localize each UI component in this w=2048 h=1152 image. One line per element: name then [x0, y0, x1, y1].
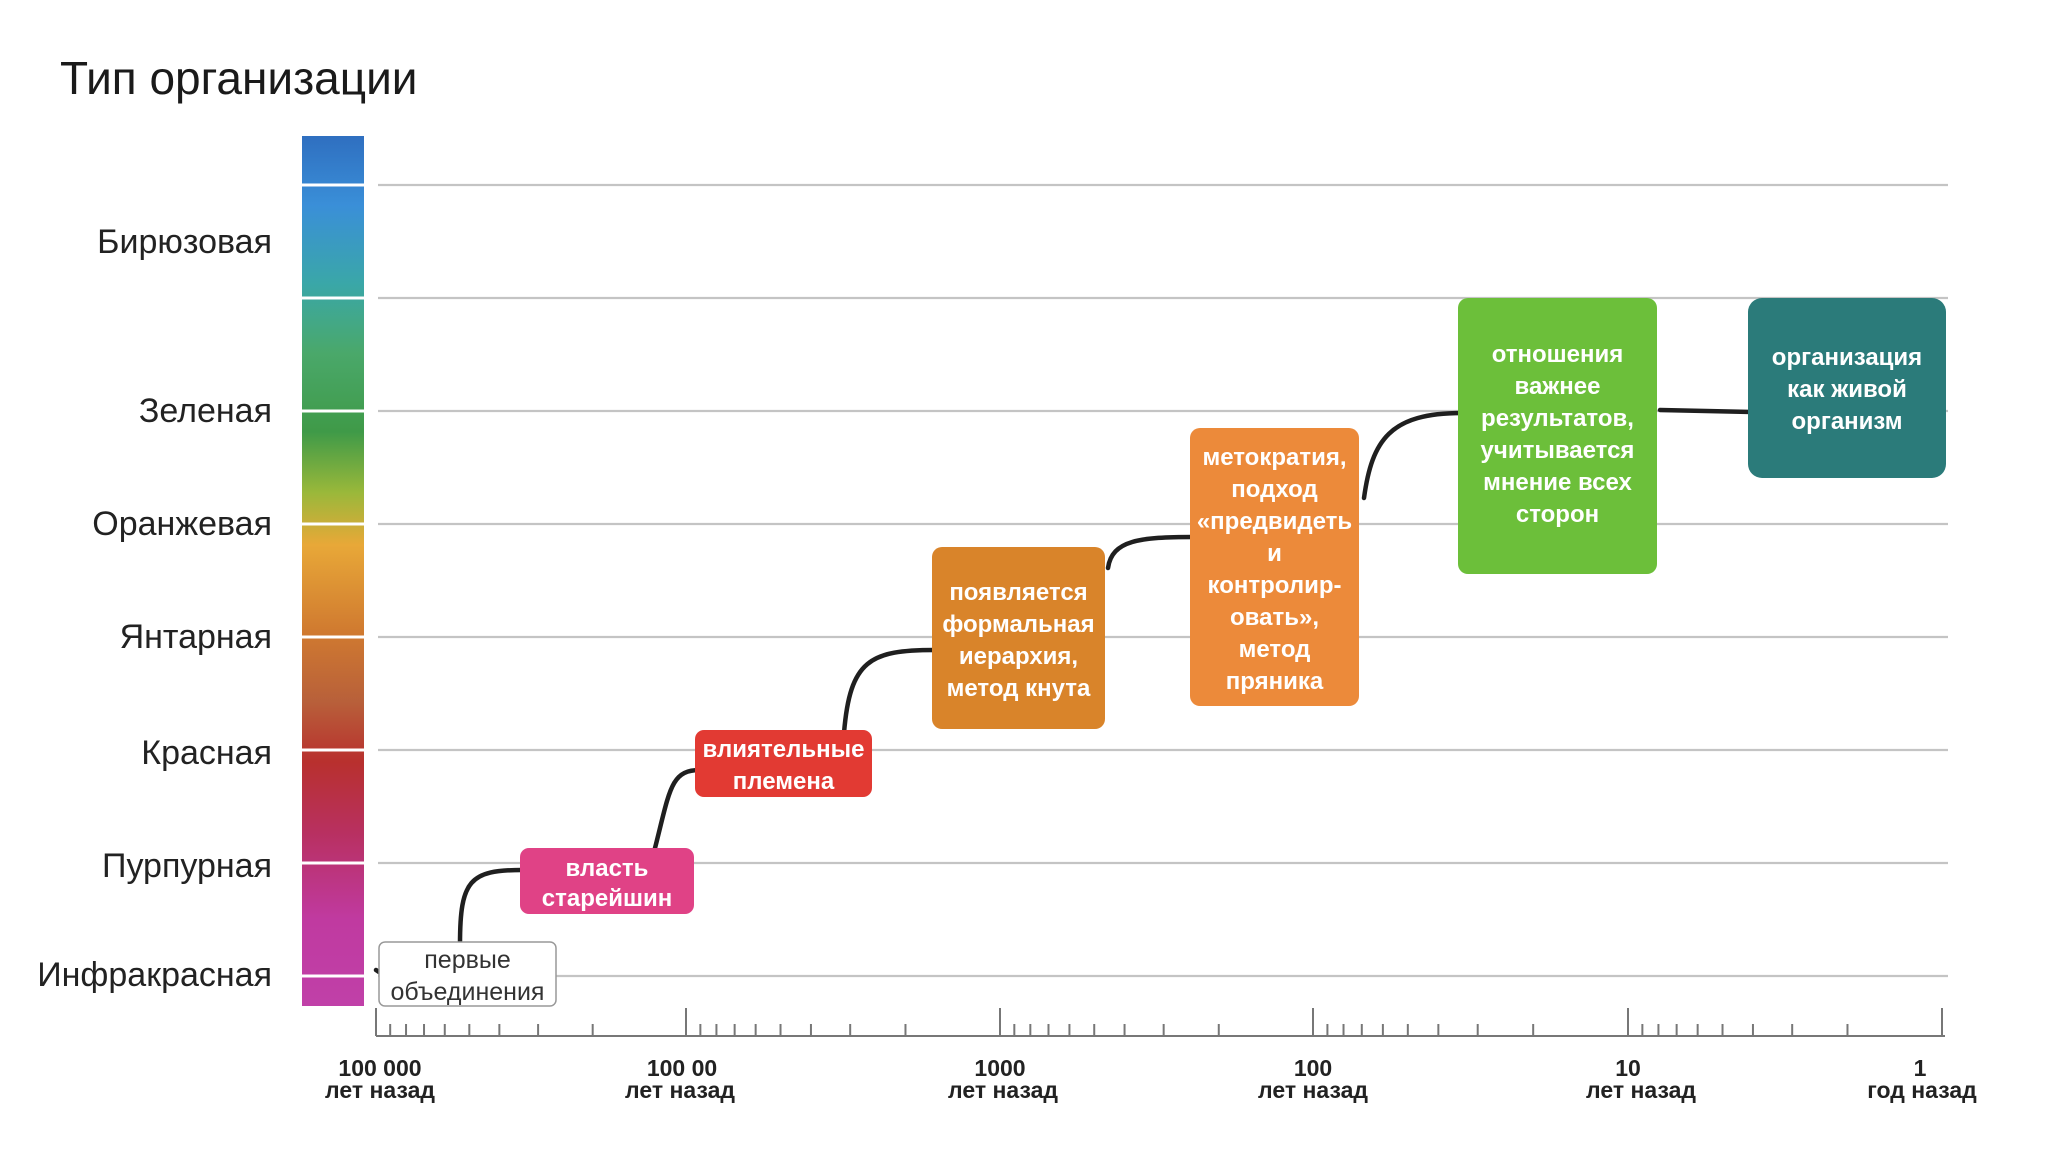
stage-text-line: как живой	[1787, 376, 1907, 403]
stage-text-line: организация	[1772, 344, 1922, 371]
level-gridlines	[378, 183, 1948, 978]
color-spectrum-bar	[302, 136, 364, 1006]
stage-box-first-unions: первые объединения	[378, 941, 557, 1007]
stage-text-line: влиятельные	[703, 736, 865, 763]
stage-text-line: метод кнута	[947, 675, 1091, 702]
stage-text-line: важнее	[1515, 373, 1601, 400]
stage-text-line: власть	[566, 855, 649, 882]
stage-text-line: племена	[733, 768, 835, 795]
time-axis: 100 000 лет назад 100 00 лет назад 1000 …	[325, 1008, 1977, 1103]
time-label-unit: лет назад	[625, 1077, 735, 1103]
stage-text-line: пряника	[1226, 668, 1324, 695]
chart-title: Тип организации	[60, 52, 418, 104]
stage-text-line: мнение всех	[1483, 469, 1632, 496]
stage-text-line: контролир-	[1208, 572, 1342, 599]
stage-text-line: подход	[1231, 476, 1317, 503]
stage-boxes: первые объединения власть старейшин влия…	[378, 298, 1946, 1007]
level-label-turquoise: Бирюзовая	[97, 223, 272, 261]
time-label-value: 100	[1294, 1055, 1332, 1081]
time-label-unit: лет назад	[325, 1077, 435, 1103]
time-label-value: 100 00	[647, 1055, 717, 1081]
stage-text-line: старейшин	[542, 885, 672, 912]
time-label-value: 1	[1914, 1055, 1927, 1081]
time-label-unit: лет назад	[1258, 1077, 1368, 1103]
level-label-green: Зеленая	[139, 392, 272, 430]
stage-text-line: формальная	[942, 611, 1094, 638]
stage-box-relationships: отношения важнее результатов, учитываетс…	[1458, 298, 1657, 574]
time-label-unit: лет назад	[948, 1077, 1058, 1103]
time-label-value: 1000	[974, 1055, 1025, 1081]
time-label-unit: лет назад	[1586, 1077, 1696, 1103]
level-label-purple: Пурпурная	[102, 847, 272, 885]
stage-text-line: овать»,	[1230, 604, 1319, 631]
stage-text-line: результатов,	[1481, 405, 1634, 432]
stage-text-line: первые	[424, 946, 511, 974]
level-labels: Бирюзовая Зеленая Оранжевая Янтарная Кра…	[37, 223, 272, 994]
level-label-infrared: Инфракрасная	[37, 956, 272, 994]
time-label-value: 100 000	[338, 1055, 421, 1081]
stage-text-line: «предвидеть	[1197, 508, 1352, 535]
stage-text-line: учитывается	[1481, 437, 1635, 464]
stage-box-tribes: влиятельные племена	[695, 730, 872, 797]
level-label-amber: Янтарная	[120, 618, 272, 656]
time-label-value: 10	[1615, 1055, 1641, 1081]
stage-box-living-organism: организация как живой организм	[1748, 298, 1946, 478]
stage-text-line: отношения	[1492, 341, 1624, 368]
stage-text-line: метократия,	[1202, 444, 1346, 471]
stage-text-line: объединения	[391, 978, 545, 1006]
time-axis-labels: 100 000 лет назад 100 00 лет назад 1000 …	[325, 1055, 1977, 1103]
stage-box-meritocracy: метократия, подход «предвидеть и контрол…	[1190, 428, 1359, 706]
stage-text-line: сторон	[1516, 501, 1599, 528]
stage-text-line: метод	[1239, 636, 1311, 663]
stage-text-line: иерархия,	[959, 643, 1078, 670]
time-label-unit: год назад	[1867, 1077, 1977, 1103]
stage-text-line: организм	[1792, 408, 1903, 435]
stage-text-line: появляется	[949, 579, 1087, 606]
time-axis-ticks	[375, 1008, 1943, 1036]
level-label-orange: Оранжевая	[92, 505, 272, 543]
stage-box-formal-hierarchy: появляется формальная иерархия, метод кн…	[932, 547, 1105, 729]
stage-box-elders-power: власть старейшин	[520, 848, 694, 914]
level-label-red: Красная	[141, 734, 272, 772]
stage-text-line: и	[1267, 540, 1282, 567]
